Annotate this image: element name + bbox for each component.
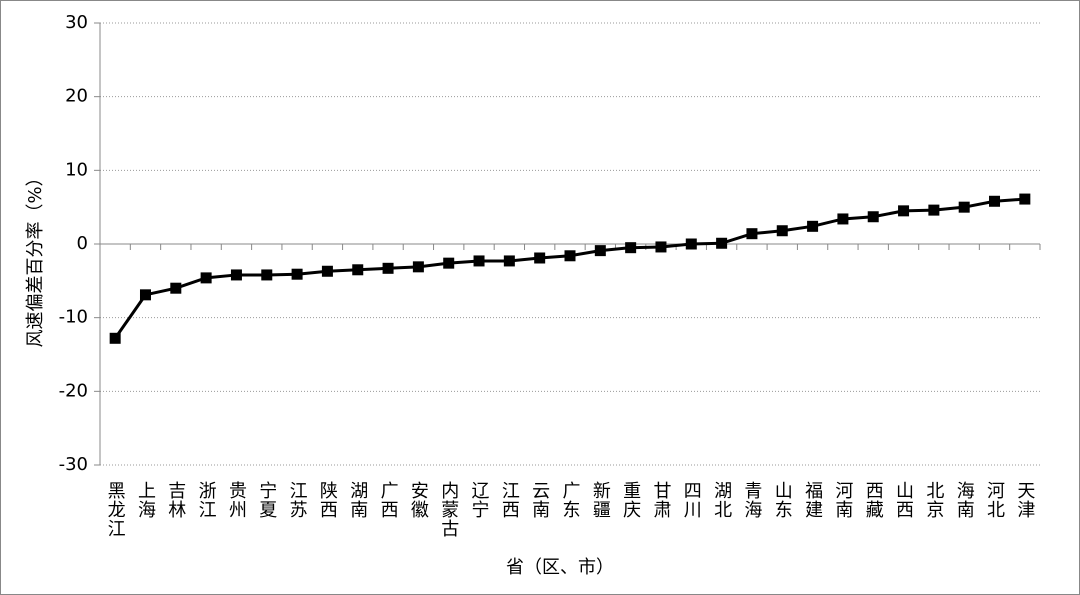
marker	[837, 213, 849, 225]
x-axis-title: 省（区、市）	[506, 557, 614, 578]
marker	[898, 205, 910, 217]
marker	[685, 238, 697, 250]
x-tick-label: 福建	[802, 481, 823, 519]
marker	[261, 269, 273, 281]
marker	[170, 282, 182, 294]
x-tick-label: 河南	[832, 481, 853, 519]
y-axis-title: 风速偏差百分率（%）	[25, 168, 46, 347]
x-tick-label: 甘肃	[650, 481, 671, 519]
line	[113, 197, 1025, 340]
x-tick-label: 辽宁	[469, 481, 490, 519]
y-tick-label: 10	[65, 159, 88, 180]
x-tick-label: 重庆	[620, 481, 641, 519]
y-tick-label: -10	[59, 307, 88, 328]
marker	[139, 289, 151, 301]
x-tick-label: 天津	[1014, 481, 1035, 519]
x-tick-label: 浙江	[196, 481, 217, 519]
x-tick-label: 吉林	[165, 481, 186, 519]
marker	[746, 228, 758, 240]
marker	[473, 255, 485, 267]
x-tick-label: 云南	[529, 481, 550, 519]
marker	[867, 211, 879, 223]
x-tick-label: 黑龙江	[105, 481, 126, 538]
x-tick-label: 北京	[923, 481, 944, 519]
x-tick-label: 内蒙古	[438, 481, 459, 538]
marker	[352, 264, 364, 276]
x-tick-label: 贵州	[226, 481, 247, 519]
x-tick-label: 青海	[741, 481, 762, 519]
x-tick-label: 海南	[954, 481, 975, 519]
y-tick-label: 20	[65, 86, 88, 107]
x-tick-label: 河北	[984, 481, 1005, 519]
x-tick-label: 四川	[681, 481, 702, 519]
x-tick-label: 新疆	[590, 481, 611, 519]
marker	[291, 268, 303, 280]
marker	[564, 250, 576, 262]
marker	[503, 255, 515, 267]
x-tick-label: 江苏	[287, 481, 308, 519]
x-tick-label: 湖南	[347, 481, 368, 519]
marker	[382, 262, 394, 274]
marker	[776, 225, 788, 237]
x-tick-label: 安徽	[408, 481, 429, 519]
marker	[958, 201, 970, 213]
y-tick-label: 30	[65, 12, 88, 33]
x-tick-label: 广西	[378, 481, 399, 519]
x-tick-label: 陕西	[317, 481, 338, 519]
marker	[412, 261, 424, 273]
marker	[1019, 193, 1031, 205]
marker	[443, 257, 455, 269]
y-tick-label: -20	[59, 380, 88, 401]
x-tick-label: 江西	[499, 481, 520, 519]
marker	[230, 269, 242, 281]
x-tick-label: 宁夏	[256, 481, 277, 519]
y-tick-label: -30	[59, 454, 88, 475]
x-tick-label: 山西	[893, 481, 914, 519]
marker	[109, 332, 121, 344]
x-tick-label: 山东	[772, 481, 793, 519]
x-tick-label: 西藏	[863, 481, 884, 519]
marker	[200, 272, 212, 284]
marker	[321, 265, 333, 277]
marker	[716, 237, 728, 249]
marker	[807, 220, 819, 232]
x-tick-label: 上海	[135, 481, 156, 519]
x-tick-label: 广东	[560, 481, 581, 519]
x-tick-label: 湖北	[711, 481, 732, 519]
marker	[928, 204, 940, 216]
y-tick-label: 0	[77, 233, 88, 254]
marker	[989, 195, 1001, 207]
marker	[655, 241, 667, 253]
marker	[534, 252, 546, 264]
marker	[594, 245, 606, 257]
marker	[625, 242, 637, 254]
